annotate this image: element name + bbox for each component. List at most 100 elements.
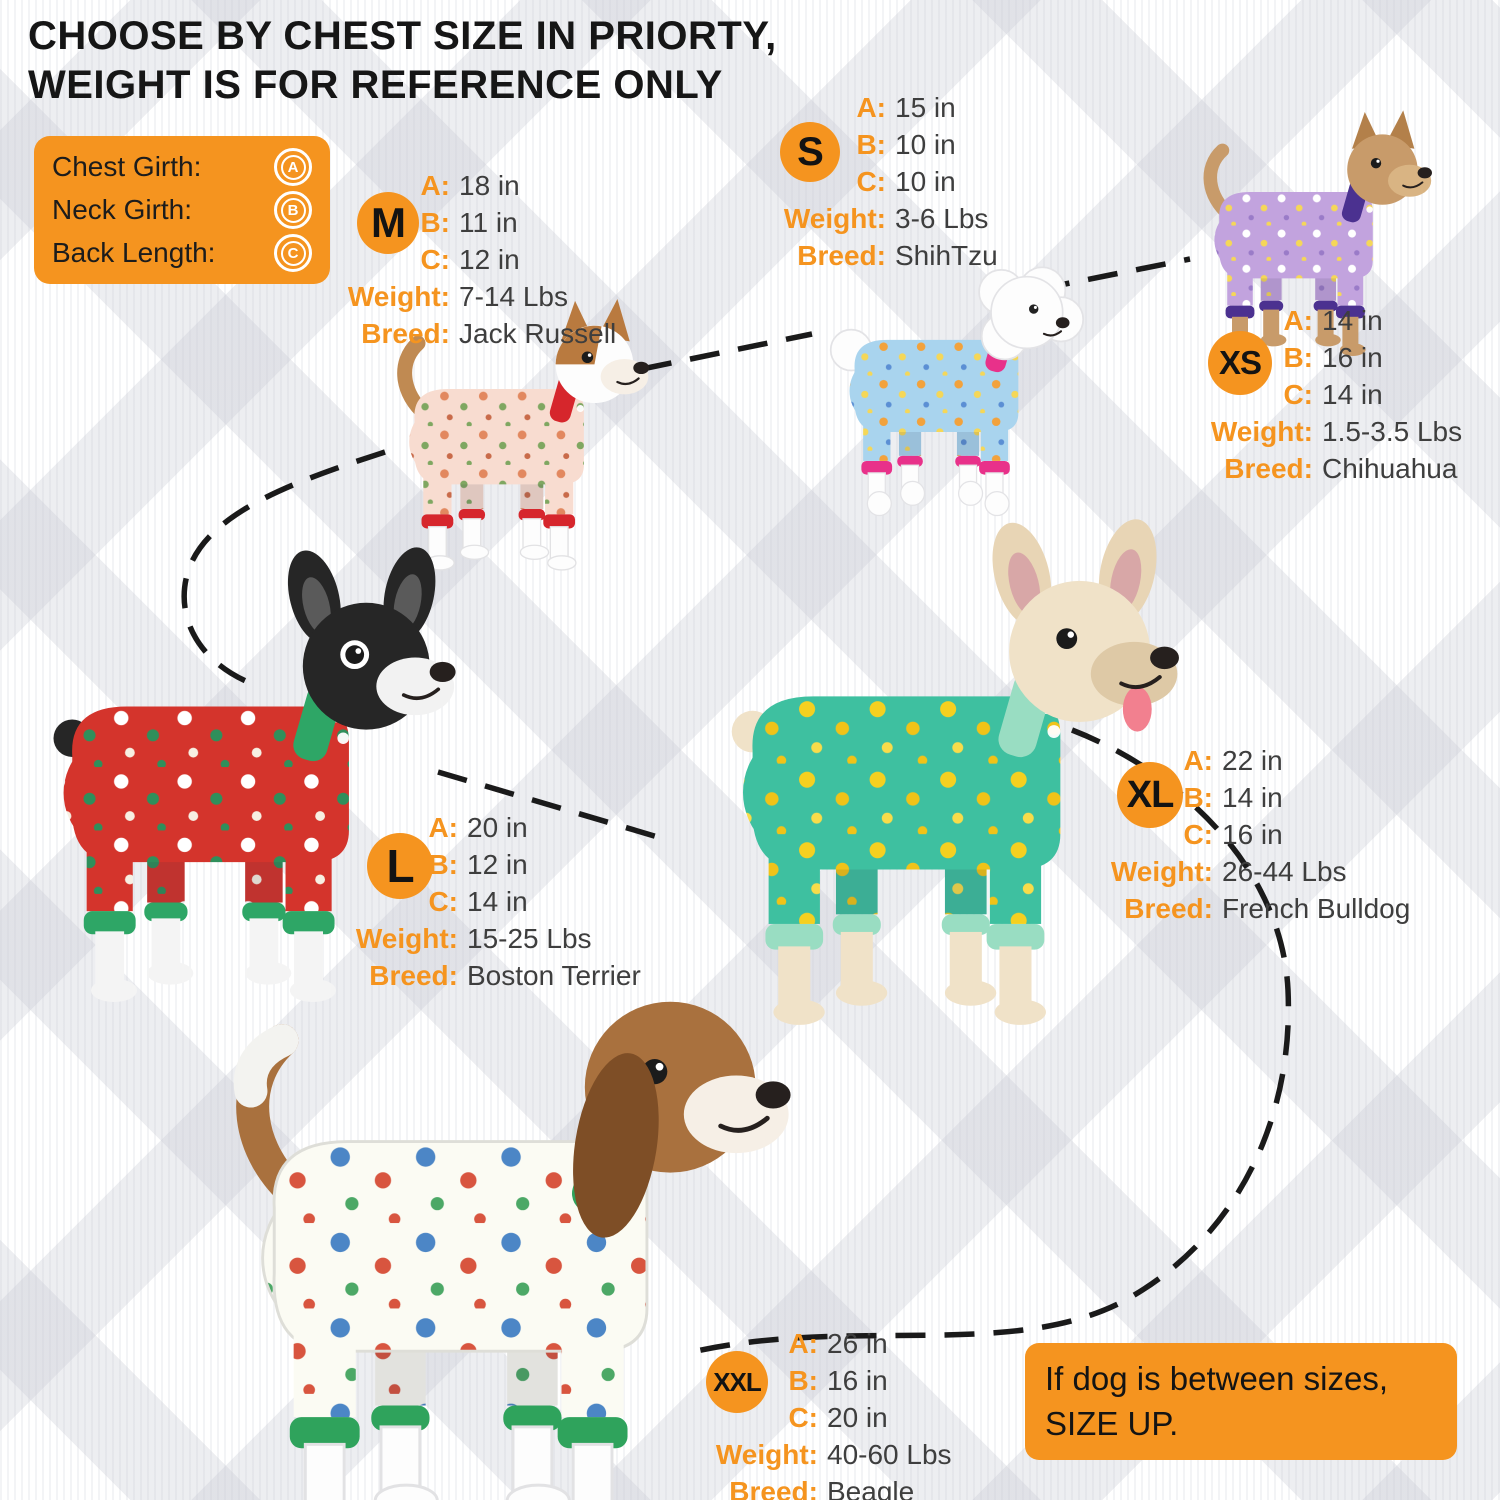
size-row-weight: Weight: 15-25 Lbs [330, 923, 641, 960]
row-value: French Bulldog [1222, 893, 1411, 924]
size-row-a: A: 26 in [690, 1328, 952, 1365]
size-row-c: C: 14 in [330, 886, 641, 923]
dog-illustration-s [800, 246, 1090, 519]
dog-illustration-m [358, 292, 658, 574]
row-value: 26 in [827, 1328, 888, 1359]
row-value: 22 in [1222, 745, 1283, 776]
row-label: C: [420, 244, 450, 275]
row-label: C: [1283, 379, 1313, 410]
row-value: ShihTzu [895, 240, 998, 271]
size-row-b: B: 10 in [758, 129, 998, 166]
size-up-note-line2: SIZE UP. [1045, 1404, 1179, 1442]
legend-row-neck: Neck Girth: B [52, 191, 312, 229]
size-row-c: C: 12 in [322, 244, 616, 281]
size-badge-m: M [357, 192, 419, 254]
size-row-a: A: 15 in [758, 92, 998, 129]
size-row-b: B: 16 in [690, 1365, 952, 1402]
measurement-legend: Chest Girth: A Neck Girth: B Back Length… [34, 136, 330, 284]
row-label: C: [1183, 819, 1213, 850]
size-row-breed: Breed: Chihuahua [1185, 453, 1462, 490]
row-label: A: [856, 92, 886, 123]
row-value: 16 in [1322, 342, 1383, 373]
row-value: 15 in [895, 92, 956, 123]
size-row-weight: Weight: 3-6 Lbs [758, 203, 998, 240]
row-label: A: [1183, 745, 1213, 776]
size-row-breed: Breed: Boston Terrier [330, 960, 641, 997]
row-label: Breed: [729, 1476, 818, 1500]
row-value: 11 in [459, 207, 518, 238]
legend-label: Chest Girth: [52, 151, 202, 182]
size-badge-xxl: XXL [706, 1351, 768, 1413]
row-value: 14 in [1322, 305, 1383, 336]
size-row-a: A: 22 in [1085, 745, 1410, 782]
row-label: Weight: [355, 923, 458, 954]
row-value: 12 in [459, 244, 520, 275]
row-value: 7-14 Lbs [459, 281, 568, 312]
page-title-line1: CHOOSE BY CHEST SIZE IN PRIORTY, [28, 14, 777, 58]
row-value: 14 in [467, 886, 528, 917]
size-row-weight: Weight: 26-44 Lbs [1085, 856, 1410, 893]
row-label: B: [1283, 342, 1313, 373]
row-value: Chihuahua [1322, 453, 1458, 484]
row-label: B: [420, 207, 450, 238]
size-row-c: C: 14 in [1185, 379, 1462, 416]
row-value: 15-25 Lbs [467, 923, 592, 954]
size-row-weight: Weight: 40-60 Lbs [690, 1439, 952, 1476]
circled-a-icon: A [274, 148, 312, 186]
size-info-l: A: 20 in B: 12 in C: 14 in Weight: 15-25 Lbs Bre… [330, 812, 641, 997]
size-row-b: B: 14 in [1085, 782, 1410, 819]
size-badge-xs: XS [1208, 331, 1272, 395]
row-label: Breed: [797, 240, 886, 271]
row-label: C: [856, 166, 886, 197]
row-value: 16 in [1222, 819, 1283, 850]
size-row-a: A: 14 in [1185, 305, 1462, 342]
size-row-a: A: 18 in [322, 170, 616, 207]
row-label: A: [420, 170, 450, 201]
size-row-breed: Breed: Jack Russell [322, 318, 616, 355]
row-value: 26-44 Lbs [1222, 856, 1347, 887]
row-value: 1.5-3.5 Lbs [1322, 416, 1463, 447]
row-value: 16 in [827, 1365, 888, 1396]
row-value: Boston Terrier [467, 960, 641, 991]
row-label: Breed: [1224, 453, 1313, 484]
row-label: Breed: [1124, 893, 1213, 924]
circled-c-icon: C [274, 234, 312, 272]
legend-row-back: Back Length: C [52, 234, 312, 272]
row-label: Weight: [783, 203, 886, 234]
row-label: Weight: [347, 281, 450, 312]
row-value: 10 in [895, 166, 956, 197]
size-badge-l: L [367, 833, 433, 899]
size-up-note-line1: If dog is between sizes, [1045, 1360, 1389, 1397]
row-value: 14 in [1222, 782, 1283, 813]
row-label: C: [788, 1402, 818, 1433]
row-value: Jack Russell [459, 318, 617, 349]
row-label: B: [788, 1365, 818, 1396]
row-label: Breed: [361, 318, 450, 349]
size-info-xl: A: 22 in B: 14 in C: 16 in Weight: 26-44 Lbs Bre… [1085, 745, 1410, 930]
row-value: 10 in [895, 129, 956, 160]
dog-illustration-xl [650, 519, 1195, 1033]
size-row-breed: Breed: ShihTzu [758, 240, 998, 277]
row-value: 3-6 Lbs [895, 203, 989, 234]
dash-m-to-s [641, 331, 813, 372]
row-value: 20 in [467, 812, 528, 843]
size-row-c: C: 16 in [1085, 819, 1410, 856]
row-label: Breed: [369, 960, 458, 991]
row-label: C: [428, 886, 458, 917]
size-row-weight: Weight: 1.5-3.5 Lbs [1185, 416, 1462, 453]
dash-xl-to-xxl [691, 727, 1292, 1355]
size-row-weight: Weight: 7-14 Lbs [322, 281, 616, 318]
row-label: A: [428, 812, 458, 843]
size-up-note: If dog is between sizes, SIZE UP. [1025, 1343, 1457, 1461]
size-row-b: B: 11 in [322, 207, 616, 244]
row-label: Weight: [1210, 416, 1313, 447]
legend-label: Neck Girth: [52, 194, 193, 225]
row-value: 40-60 Lbs [827, 1439, 952, 1470]
row-value: 14 in [1322, 379, 1383, 410]
legend-label: Back Length: [52, 237, 216, 268]
legend-row-chest: Chest Girth: A [52, 148, 312, 186]
row-label: B: [856, 129, 886, 160]
row-label: A: [788, 1328, 818, 1359]
size-info-m: A: 18 in B: 11 in C: 12 in Weight: 7-14 Lbs Bree… [322, 170, 616, 355]
